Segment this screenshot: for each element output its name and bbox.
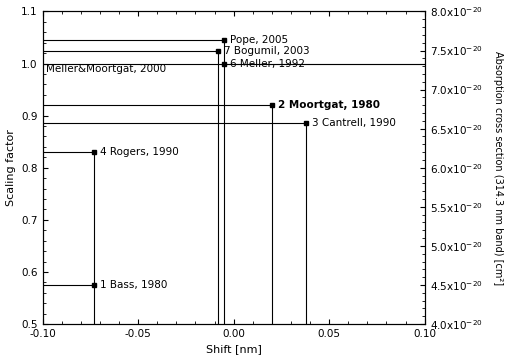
Y-axis label: Scaling factor: Scaling factor — [6, 129, 16, 206]
Text: 3 Cantrell, 1990: 3 Cantrell, 1990 — [312, 118, 396, 129]
Text: 1 Bass, 1980: 1 Bass, 1980 — [100, 280, 167, 290]
Text: Pope, 2005: Pope, 2005 — [230, 35, 288, 45]
Y-axis label: Absorption cross section (314.3 nm band) [cm²]: Absorption cross section (314.3 nm band)… — [493, 51, 503, 285]
Text: 2 Moortgat, 1980: 2 Moortgat, 1980 — [277, 100, 380, 110]
Text: 6 Meller, 1992: 6 Meller, 1992 — [230, 59, 305, 68]
Text: 4 Rogers, 1990: 4 Rogers, 1990 — [100, 147, 179, 157]
Text: Meller&Moortgat, 2000: Meller&Moortgat, 2000 — [46, 64, 166, 73]
Text: 7 Bogumil, 2003: 7 Bogumil, 2003 — [224, 45, 309, 55]
X-axis label: Shift [nm]: Shift [nm] — [206, 345, 262, 355]
